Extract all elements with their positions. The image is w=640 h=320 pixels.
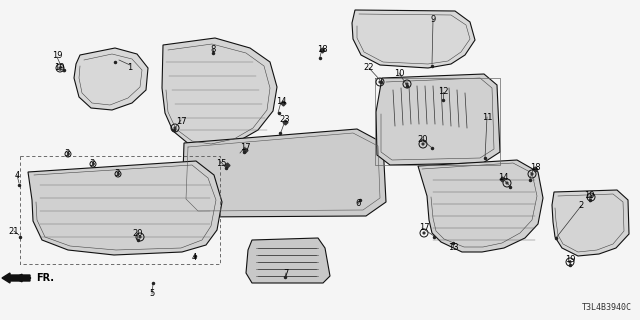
Circle shape	[173, 126, 177, 130]
Text: 3: 3	[115, 169, 120, 178]
FancyArrow shape	[2, 273, 30, 283]
Text: 19: 19	[52, 52, 62, 60]
Text: 10: 10	[394, 68, 404, 77]
Text: 19: 19	[584, 191, 595, 201]
Text: 18: 18	[317, 44, 327, 53]
Circle shape	[422, 231, 426, 235]
Text: T3L4B3940C: T3L4B3940C	[582, 303, 632, 312]
Text: 12: 12	[438, 87, 448, 97]
Text: 23: 23	[280, 116, 291, 124]
Text: 18: 18	[530, 164, 540, 172]
Circle shape	[421, 142, 424, 146]
Text: 11: 11	[482, 113, 492, 122]
Text: 14: 14	[276, 98, 286, 107]
Circle shape	[531, 172, 534, 176]
Text: 19: 19	[54, 63, 64, 73]
Text: 22: 22	[364, 63, 374, 73]
Circle shape	[58, 67, 61, 69]
Circle shape	[378, 80, 381, 84]
Text: 21: 21	[9, 227, 19, 236]
Circle shape	[67, 153, 69, 155]
Text: 4: 4	[191, 253, 196, 262]
Circle shape	[92, 163, 94, 165]
Text: 8: 8	[211, 44, 216, 53]
Circle shape	[138, 236, 141, 239]
Circle shape	[405, 82, 408, 85]
Text: FR.: FR.	[36, 273, 54, 283]
Circle shape	[589, 196, 593, 199]
Polygon shape	[246, 238, 330, 283]
Text: 1: 1	[127, 63, 132, 73]
Text: 17: 17	[419, 223, 429, 233]
Text: 4: 4	[14, 172, 20, 180]
Text: 6: 6	[355, 199, 361, 209]
Text: 17: 17	[240, 143, 250, 153]
Polygon shape	[28, 161, 222, 255]
Circle shape	[568, 260, 572, 264]
Text: 9: 9	[430, 15, 436, 25]
Text: 13: 13	[448, 243, 458, 252]
Polygon shape	[552, 190, 629, 256]
Polygon shape	[352, 10, 475, 68]
Text: 7: 7	[284, 268, 289, 277]
Text: 3: 3	[90, 158, 95, 167]
Text: 5: 5	[149, 290, 155, 299]
Polygon shape	[376, 74, 500, 165]
Polygon shape	[74, 48, 148, 110]
Polygon shape	[182, 129, 386, 217]
Polygon shape	[162, 38, 277, 148]
Text: 3: 3	[64, 148, 70, 157]
Text: 2: 2	[579, 202, 584, 211]
Text: 20: 20	[132, 229, 143, 238]
Text: 14: 14	[498, 173, 508, 182]
Circle shape	[116, 173, 119, 175]
Text: 20: 20	[418, 134, 428, 143]
Polygon shape	[418, 160, 543, 252]
Text: 17: 17	[176, 117, 186, 126]
Text: 19: 19	[564, 255, 575, 265]
Circle shape	[506, 181, 509, 185]
Text: 15: 15	[216, 158, 227, 167]
